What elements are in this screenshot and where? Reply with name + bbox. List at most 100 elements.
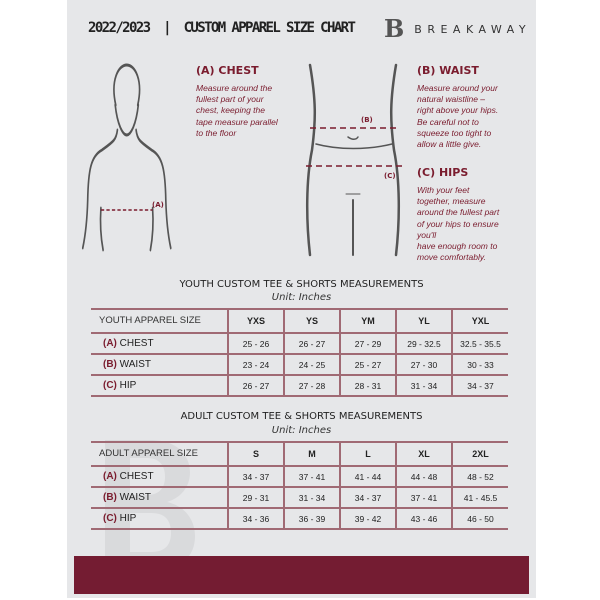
table-row: (B) WAIST 23 - 24 24 - 25 25 - 27 27 - 3… <box>91 353 508 376</box>
table-cell: 44 - 48 <box>395 465 452 488</box>
table-cell: 36 - 39 <box>283 507 340 530</box>
column-header: 2XL <box>451 441 508 467</box>
table-cell: 34 - 36 <box>227 507 284 530</box>
desc-line: Be careful not to <box>417 116 479 127</box>
waist-marker: (B) <box>361 116 373 124</box>
column-header: YXS <box>227 308 284 334</box>
desc-line: allow a little give. <box>417 139 482 150</box>
row-label: (A) CHEST <box>91 332 228 355</box>
table-cell: 41 - 45.5 <box>451 486 508 509</box>
table-cell: 23 - 24 <box>227 353 284 376</box>
row-tag: (A) <box>103 337 117 349</box>
chest-description: Measure around the fullest part of your … <box>196 83 278 139</box>
row-name: WAIST <box>119 358 151 370</box>
table-cell: 34 - 37 <box>339 486 396 509</box>
row-label: (C) HIP <box>91 374 228 397</box>
table-row: (C) HIP 26 - 27 27 - 28 28 - 31 31 - 34 … <box>91 374 508 397</box>
page-title: 2022/2023 | CUSTOM APPAREL SIZE CHART <box>88 20 356 36</box>
desc-line: Measure around your <box>417 83 498 93</box>
waist-heading: (B) WAIST <box>417 64 479 77</box>
row-name: CHEST <box>119 337 154 349</box>
table-header-row: ADULT APPAREL SIZE S M L XL 2XL <box>91 441 508 467</box>
row-label: (C) HIP <box>91 507 228 530</box>
brand-logo-icon: B <box>384 14 405 43</box>
desc-line: tape measure parallel <box>196 116 278 127</box>
desc-line: to the floor <box>196 127 237 138</box>
desc-line: chest, keeping the <box>196 105 265 116</box>
desc-line: With your feet <box>417 185 470 195</box>
column-header: YS <box>283 308 340 334</box>
column-header: YM <box>339 308 396 334</box>
chest-heading: (A) CHEST <box>196 64 259 77</box>
table-cell: 28 - 31 <box>339 374 396 397</box>
table-cell: 26 - 27 <box>283 332 340 355</box>
table-cell: 37 - 41 <box>283 465 340 488</box>
column-header: ADULT APPAREL SIZE <box>91 441 228 467</box>
table-cell: 34 - 37 <box>227 465 284 488</box>
column-header: S <box>227 441 284 467</box>
brand-logo: B BREAKAWAY <box>384 14 531 43</box>
column-header: XL <box>395 441 452 467</box>
row-name: WAIST <box>119 491 151 503</box>
desc-line: together, measure <box>417 196 486 207</box>
row-name: CHEST <box>119 470 154 482</box>
table-cell: 29 - 31 <box>227 486 284 509</box>
column-header: YXL <box>451 308 508 334</box>
row-label: (B) WAIST <box>91 353 228 376</box>
table-cell: 31 - 34 <box>395 374 452 397</box>
youth-size-table: YOUTH APPAREL SIZE YXS YS YM YL YXL (A) … <box>91 308 508 397</box>
waist-description: Measure around your natural waistline – … <box>417 83 498 150</box>
table-cell: 39 - 42 <box>339 507 396 530</box>
desc-line: of your hips to ensure <box>417 218 499 229</box>
desc-line: have enough room to <box>417 241 498 252</box>
table-cell: 32.5 - 35.5 <box>451 332 508 355</box>
desc-line: right above your hips. <box>417 105 499 116</box>
table-cell: 25 - 27 <box>339 353 396 376</box>
hips-marker: (C) <box>384 172 396 180</box>
column-header: M <box>283 441 340 467</box>
row-label: (A) CHEST <box>91 465 228 488</box>
youth-table-unit: Unit: Inches <box>271 292 332 303</box>
table-cell: 26 - 27 <box>227 374 284 397</box>
table-row: (B) WAIST 29 - 31 31 - 34 34 - 37 37 - 4… <box>91 486 508 509</box>
desc-line: around the fullest part <box>417 207 500 218</box>
table-row: (A) CHEST 25 - 26 26 - 27 27 - 29 29 - 3… <box>91 332 508 355</box>
row-tag: (C) <box>103 512 117 524</box>
table-cell: 24 - 25 <box>283 353 340 376</box>
adult-table-title: ADULT CUSTOM TEE & SHORTS MEASUREMENTS <box>180 411 423 422</box>
table-cell: 27 - 29 <box>339 332 396 355</box>
adult-table-unit: Unit: Inches <box>271 425 332 436</box>
row-tag: (B) <box>103 358 117 370</box>
column-header: YL <box>395 308 452 334</box>
table-cell: 41 - 44 <box>339 465 396 488</box>
chest-marker: (A) <box>152 201 164 209</box>
desc-line: Measure around the <box>196 83 273 93</box>
row-label: (B) WAIST <box>91 486 228 509</box>
table-cell: 29 - 32.5 <box>395 332 452 355</box>
row-tag: (B) <box>103 491 117 503</box>
lower-body-illustration: (B) (C) <box>305 63 402 257</box>
table-cell: 27 - 30 <box>395 353 452 376</box>
desc-line: natural waistline – <box>417 94 486 105</box>
column-header: YOUTH APPAREL SIZE <box>91 308 228 334</box>
hips-description: With your feet together, measure around … <box>417 185 499 263</box>
desc-line: you'll <box>417 229 437 240</box>
youth-table-title: YOUTH CUSTOM TEE & SHORTS MEASUREMENTS <box>179 279 424 290</box>
table-cell: 37 - 41 <box>395 486 452 509</box>
table-cell: 30 - 33 <box>451 353 508 376</box>
table-row: (C) HIP 34 - 36 36 - 39 39 - 42 43 - 46 … <box>91 507 508 530</box>
table-cell: 46 - 50 <box>451 507 508 530</box>
table-cell: 34 - 37 <box>451 374 508 397</box>
desc-line: squeeze too tight to <box>417 127 492 138</box>
desc-line: move comfortably. <box>417 252 486 263</box>
row-name: HIP <box>119 512 137 524</box>
hips-heading: (C) HIPS <box>417 166 469 179</box>
table-cell: 43 - 46 <box>395 507 452 530</box>
table-cell: 25 - 26 <box>227 332 284 355</box>
row-tag: (C) <box>103 379 117 391</box>
adult-size-table: ADULT APPAREL SIZE S M L XL 2XL (A) CHES… <box>91 441 508 530</box>
row-name: HIP <box>119 379 137 391</box>
row-tag: (A) <box>103 470 117 482</box>
desc-line: fullest part of your <box>196 94 264 105</box>
table-cell: 27 - 28 <box>283 374 340 397</box>
